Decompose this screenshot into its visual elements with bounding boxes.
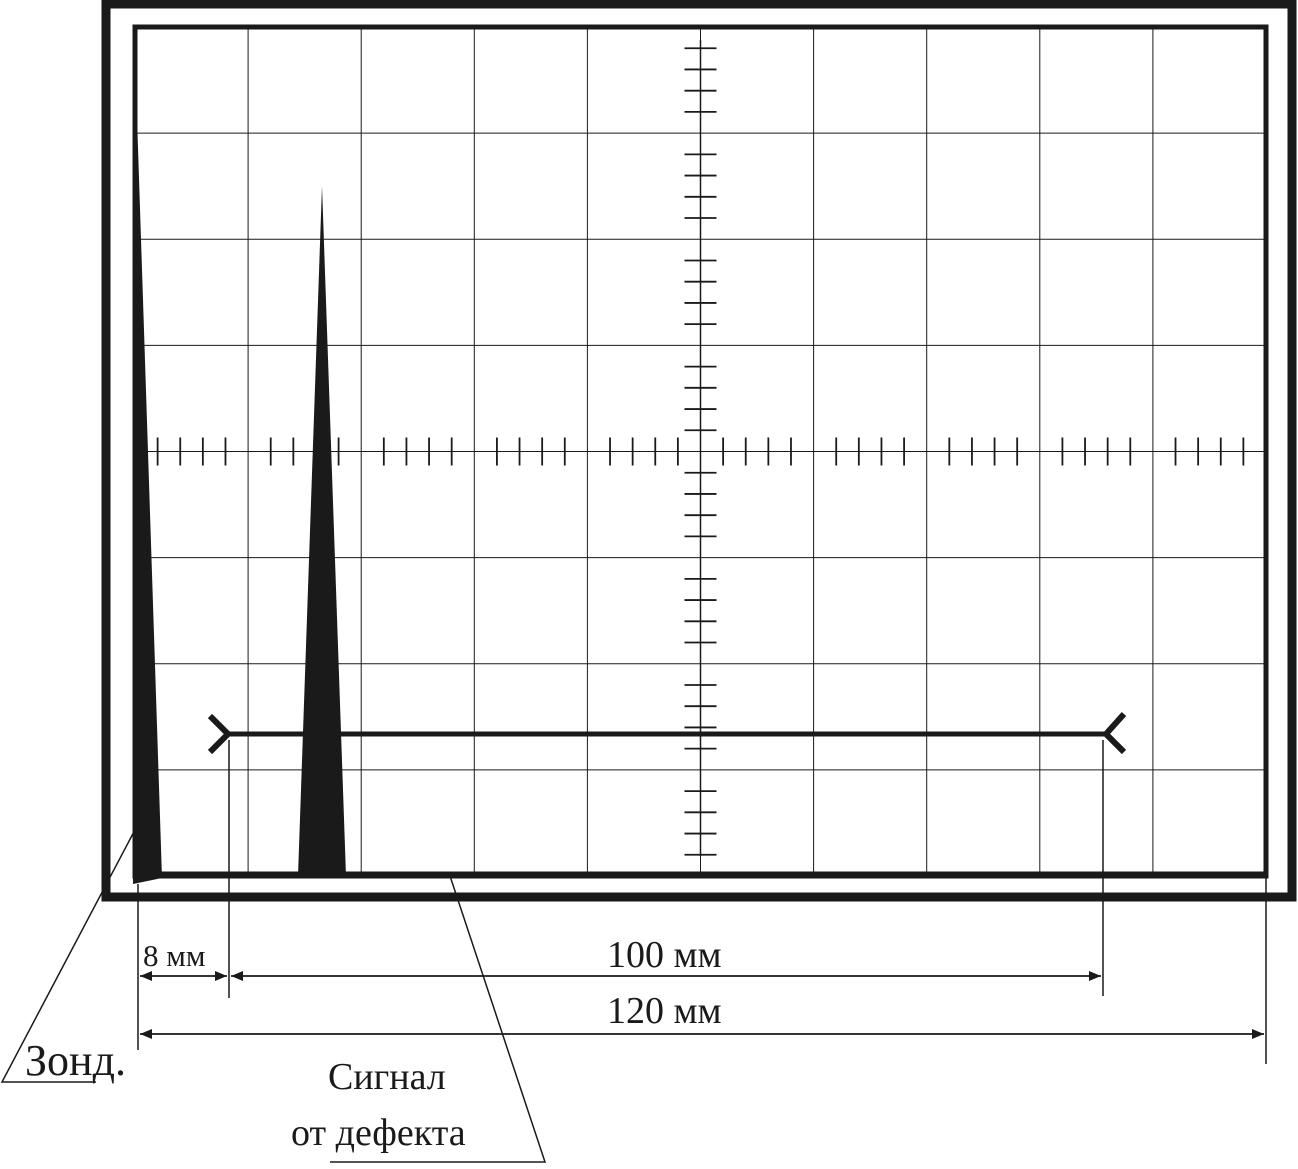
signal-leader (330, 875, 547, 1163)
signal-label-line1: Сигнал (328, 1056, 446, 1098)
horizontal-axis-ticks (156, 437, 1248, 466)
dimension-label-8mm: 8 мм (143, 938, 205, 973)
signal-label-line2: от дефекта (291, 1112, 466, 1154)
vertical-axis-ticks (684, 40, 717, 856)
dimension-label-100mm: 100 мм (607, 934, 722, 976)
defect-signal-pulse (298, 186, 346, 876)
probe-label: Зонд. (25, 1036, 126, 1085)
probe-pulse (133, 26, 162, 884)
gate-marker (207, 711, 1127, 755)
dimension-extension-lines (137, 740, 1267, 1064)
dimension-lines (140, 971, 1264, 1039)
screen-bezel (101, 0, 1297, 902)
probe-leader (0, 825, 138, 1083)
leader-lines (0, 825, 547, 1163)
dimension-label-120mm: 120 мм (607, 990, 722, 1032)
